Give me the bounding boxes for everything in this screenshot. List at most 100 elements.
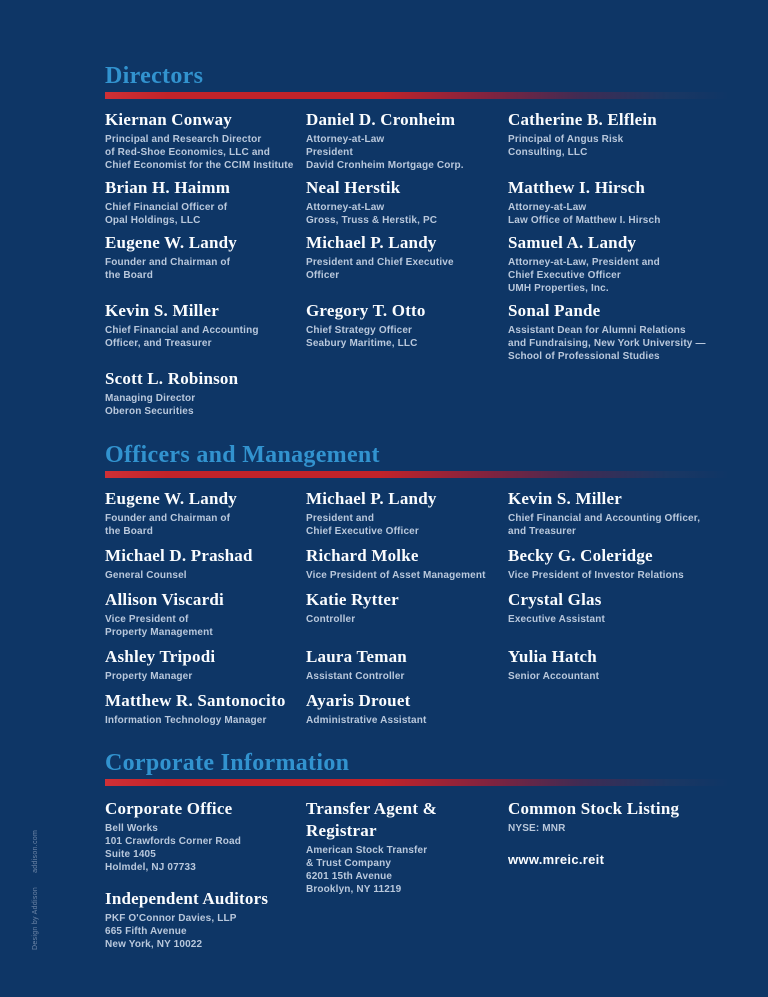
corporate-col-2: Transfer Agent & Registrar American Stoc…: [306, 798, 508, 951]
officer-card: Laura Teman Assistant Controller: [306, 647, 508, 683]
officer-card: Kevin S. Miller Chief Financial and Acco…: [508, 489, 730, 538]
person-title: Founder and Chairman of the Board: [105, 257, 231, 281]
design-credit-site: addison.com: [32, 829, 39, 873]
independent-auditors-address: PKF O'Connor Davies, LLP 665 Fifth Avenu…: [105, 913, 237, 950]
person-title: Information Technology Manager: [105, 715, 267, 726]
person-name: Kevin S. Miller: [105, 301, 219, 320]
director-card: Catherine B. Elflein Principal of Angus …: [508, 110, 730, 172]
person-name: Daniel D. Cronheim: [306, 110, 456, 129]
common-stock-listing-block: Common Stock Listing NYSE: MNR www.mreic…: [508, 798, 730, 867]
person-name: Ashley Tripodi: [105, 647, 216, 666]
red-gradient-rule: [105, 471, 730, 478]
person-title: Chief Financial Officer of Opal Holdings…: [105, 202, 228, 226]
person-name: Ayaris Drouet: [306, 691, 411, 710]
person-name: Michael P. Landy: [306, 489, 437, 508]
director-card: Sonal Pande Assistant Dean for Alumni Re…: [508, 301, 730, 363]
corporate-office-block: Corporate Office Bell Works 101 Crawford…: [105, 798, 306, 874]
person-title: Senior Accountant: [508, 671, 600, 682]
corporate-info-section: Corporate Information Corporate Office B…: [105, 750, 730, 951]
common-stock-listing-heading: Common Stock Listing: [508, 799, 680, 818]
director-card: Scott L. Robinson Managing Director Ober…: [105, 369, 306, 418]
director-card: Kevin S. Miller Chief Financial and Acco…: [105, 301, 306, 363]
red-gradient-rule: [105, 779, 730, 786]
person-title: Administrative Assistant: [306, 715, 427, 726]
person-name: Michael D. Prashad: [105, 546, 253, 565]
officer-card: Crystal Glas Executive Assistant: [508, 590, 730, 639]
transfer-agent-address: American Stock Transfer & Trust Company …: [306, 845, 428, 895]
stock-ticker: NYSE: MNR: [508, 823, 566, 834]
person-name: Brian H. Haimm: [105, 178, 231, 197]
person-title: Chief Strategy Officer Seabury Maritime,…: [306, 325, 418, 349]
independent-auditors-block: Independent Auditors PKF O'Connor Davies…: [105, 888, 306, 951]
officer-card: Yulia Hatch Senior Accountant: [508, 647, 730, 683]
person-title: Principal of Angus Risk Consulting, LLC: [508, 134, 624, 158]
design-credit: Design by Addison addison.com: [31, 830, 40, 950]
page-content: Directors Kiernan Conway Principal and R…: [105, 63, 730, 951]
person-title: Executive Assistant: [508, 614, 605, 625]
design-credit-text: Design by Addison: [32, 886, 39, 950]
person-name: Yulia Hatch: [508, 647, 597, 666]
person-title: Attorney-at-Law Gross, Truss & Herstik, …: [306, 202, 438, 226]
directors-title: Directors: [105, 63, 204, 89]
corporate-col-3: Common Stock Listing NYSE: MNR www.mreic…: [508, 798, 730, 951]
person-name: Matthew R. Santonocito: [105, 691, 286, 710]
transfer-agent-block: Transfer Agent & Registrar American Stoc…: [306, 798, 508, 896]
person-title: Attorney-at-Law, President and Chief Exe…: [508, 257, 660, 294]
person-name: Becky G. Coleridge: [508, 546, 653, 565]
person-title: Assistant Dean for Alumni Relations and …: [508, 325, 706, 362]
person-name: Crystal Glas: [508, 590, 602, 609]
director-card: Gregory T. Otto Chief Strategy Officer S…: [306, 301, 508, 363]
person-title: Principal and Research Director of Red-S…: [105, 134, 294, 171]
person-title: Vice President of Investor Relations: [508, 570, 684, 581]
directors-section: Directors Kiernan Conway Principal and R…: [105, 63, 730, 418]
person-name: Sonal Pande: [508, 301, 601, 320]
officer-card: Matthew R. Santonocito Information Techn…: [105, 691, 306, 727]
director-card: Neal Herstik Attorney-at-Law Gross, Trus…: [306, 178, 508, 227]
corporate-info-grid: Corporate Office Bell Works 101 Crawford…: [105, 798, 730, 951]
person-name: Eugene W. Landy: [105, 233, 237, 252]
corporate-office-heading: Corporate Office: [105, 799, 233, 818]
officers-section: Officers and Management Eugene W. Landy …: [105, 442, 730, 727]
corporate-col-1: Corporate Office Bell Works 101 Crawford…: [105, 798, 306, 951]
red-gradient-rule: [105, 92, 730, 99]
corporate-info-title: Corporate Information: [105, 750, 350, 776]
person-title: Vice President of Property Management: [105, 614, 213, 638]
website-link[interactable]: www.mreic.reit: [508, 852, 605, 867]
director-card: Kiernan Conway Principal and Research Di…: [105, 110, 306, 172]
person-title: Vice President of Asset Management: [306, 570, 486, 581]
person-title: Property Manager: [105, 671, 193, 682]
directors-grid: Kiernan Conway Principal and Research Di…: [105, 110, 730, 418]
officer-card: Becky G. Coleridge Vice President of Inv…: [508, 546, 730, 582]
officer-card: Michael P. Landy President and Chief Exe…: [306, 489, 508, 538]
person-name: Allison Viscardi: [105, 590, 224, 609]
person-name: Richard Molke: [306, 546, 419, 565]
person-name: Laura Teman: [306, 647, 407, 666]
person-name: Michael P. Landy: [306, 233, 437, 252]
director-card: Matthew I. Hirsch Attorney-at-Law Law Of…: [508, 178, 730, 227]
person-name: Scott L. Robinson: [105, 369, 239, 388]
director-card: Samuel A. Landy Attorney-at-Law, Preside…: [508, 233, 730, 295]
person-name: Samuel A. Landy: [508, 233, 637, 252]
person-title: Founder and Chairman of the Board: [105, 513, 231, 537]
person-name: Matthew I. Hirsch: [508, 178, 646, 197]
person-name: Kevin S. Miller: [508, 489, 622, 508]
person-name: Catherine B. Elflein: [508, 110, 657, 129]
person-title: Assistant Controller: [306, 671, 405, 682]
person-name: Neal Herstik: [306, 178, 401, 197]
officer-card: Ashley Tripodi Property Manager: [105, 647, 306, 683]
officer-card: Michael D. Prashad General Counsel: [105, 546, 306, 582]
person-name: Katie Rytter: [306, 590, 399, 609]
officer-card: Allison Viscardi Vice President of Prope…: [105, 590, 306, 639]
director-card: Michael P. Landy President and Chief Exe…: [306, 233, 508, 295]
person-title: Managing Director Oberon Securities: [105, 393, 196, 417]
person-name: Eugene W. Landy: [105, 489, 237, 508]
person-title: Attorney-at-Law President David Cronheim…: [306, 134, 464, 171]
officers-title: Officers and Management: [105, 442, 380, 468]
officer-card: Ayaris Drouet Administrative Assistant: [306, 691, 508, 727]
officer-card: Eugene W. Landy Founder and Chairman of …: [105, 489, 306, 538]
person-name: Gregory T. Otto: [306, 301, 426, 320]
person-title: Attorney-at-Law Law Office of Matthew I.…: [508, 202, 661, 226]
person-title: Chief Financial and Accounting Officer, …: [105, 325, 259, 349]
person-title: President and Chief Executive Officer: [306, 257, 454, 281]
